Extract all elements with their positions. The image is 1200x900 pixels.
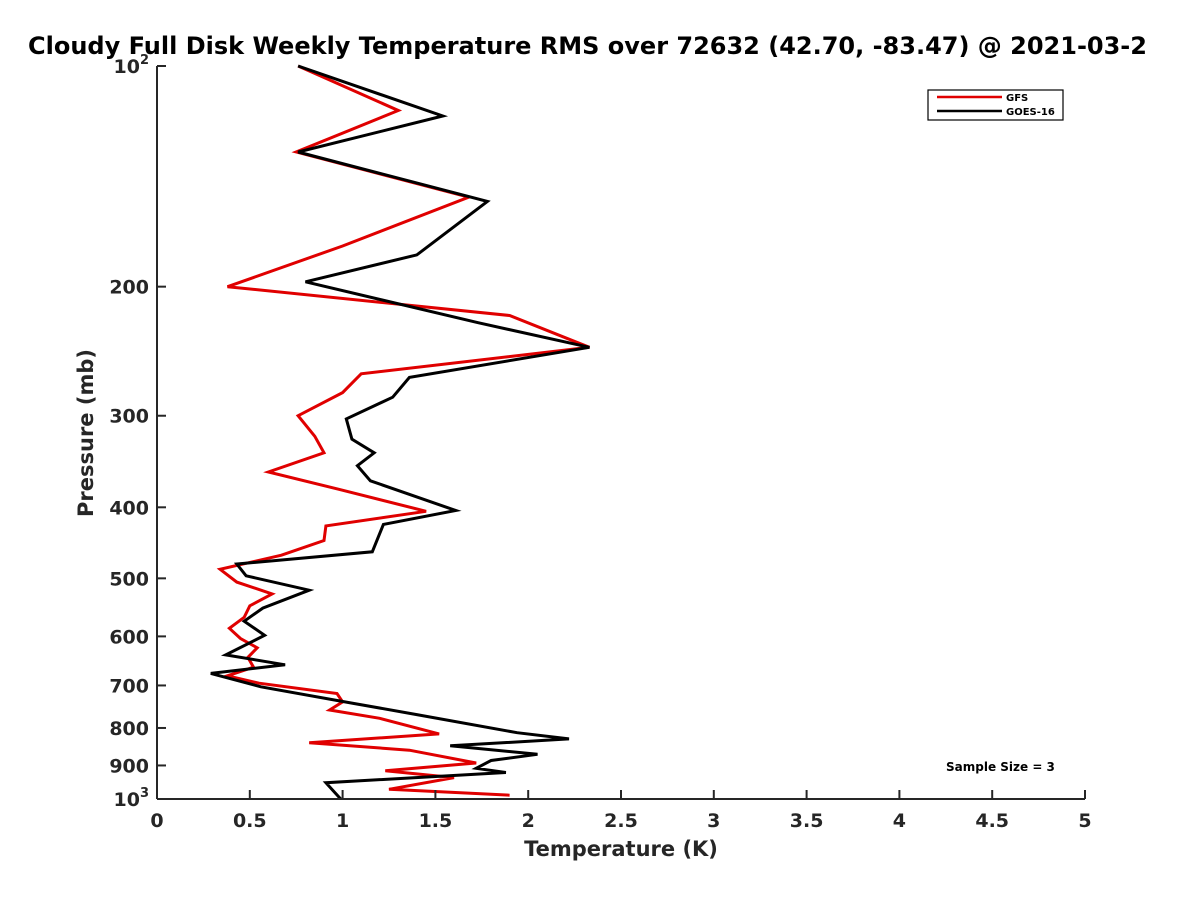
y-tick-label: 700 bbox=[109, 675, 149, 697]
x-axis-label: Temperature (K) bbox=[524, 837, 718, 861]
plot-area bbox=[210, 64, 590, 801]
legend: GFS GOES-16 bbox=[927, 89, 1064, 121]
y-tick-label: 102 bbox=[114, 53, 150, 78]
x-tick-label: 3.5 bbox=[790, 810, 824, 832]
x-tick-label: 2 bbox=[522, 810, 535, 832]
y-tick-label: 400 bbox=[109, 497, 149, 519]
y-axis-label: Pressure (mb) bbox=[74, 349, 98, 517]
sample-size-annotation: Sample Size = 3 bbox=[946, 760, 1055, 774]
legend-box bbox=[927, 89, 1064, 121]
y-tick-label: 500 bbox=[109, 568, 149, 590]
x-tick-label: 2.5 bbox=[604, 810, 638, 832]
y-tick-label: 200 bbox=[109, 277, 149, 299]
x-tick-label: 4.5 bbox=[975, 810, 1009, 832]
x-tick-label: 5 bbox=[1078, 810, 1091, 832]
x-tick-label: 4 bbox=[893, 810, 906, 832]
series-line-gfs bbox=[216, 64, 590, 797]
x-tick-label: 1.5 bbox=[419, 810, 453, 832]
x-axis-ticks: 0 0.5 1 1.5 2 2.5 3 3.5 4 4.5 5 bbox=[150, 790, 1092, 832]
y-tick-label: 800 bbox=[109, 718, 149, 740]
series-line-goes16 bbox=[210, 64, 590, 801]
y-tick-label: 600 bbox=[109, 626, 149, 648]
y-tick-label: 900 bbox=[109, 755, 149, 777]
y-tick-label: 300 bbox=[109, 406, 149, 428]
y-tick-label: 103 bbox=[114, 786, 150, 811]
x-tick-label: 1 bbox=[336, 810, 349, 832]
x-tick-label: 0.5 bbox=[233, 810, 267, 832]
legend-label-goes16: GOES-16 bbox=[1006, 107, 1055, 118]
chart-title: Cloudy Full Disk Weekly Temperature RMS … bbox=[28, 32, 1147, 60]
legend-label-gfs: GFS bbox=[1006, 93, 1028, 104]
x-tick-label: 3 bbox=[707, 810, 720, 832]
x-tick-label: 0 bbox=[150, 810, 163, 832]
y-axis-ticks: 102 200 300 400 500 600 700 800 900 103 bbox=[109, 53, 166, 811]
